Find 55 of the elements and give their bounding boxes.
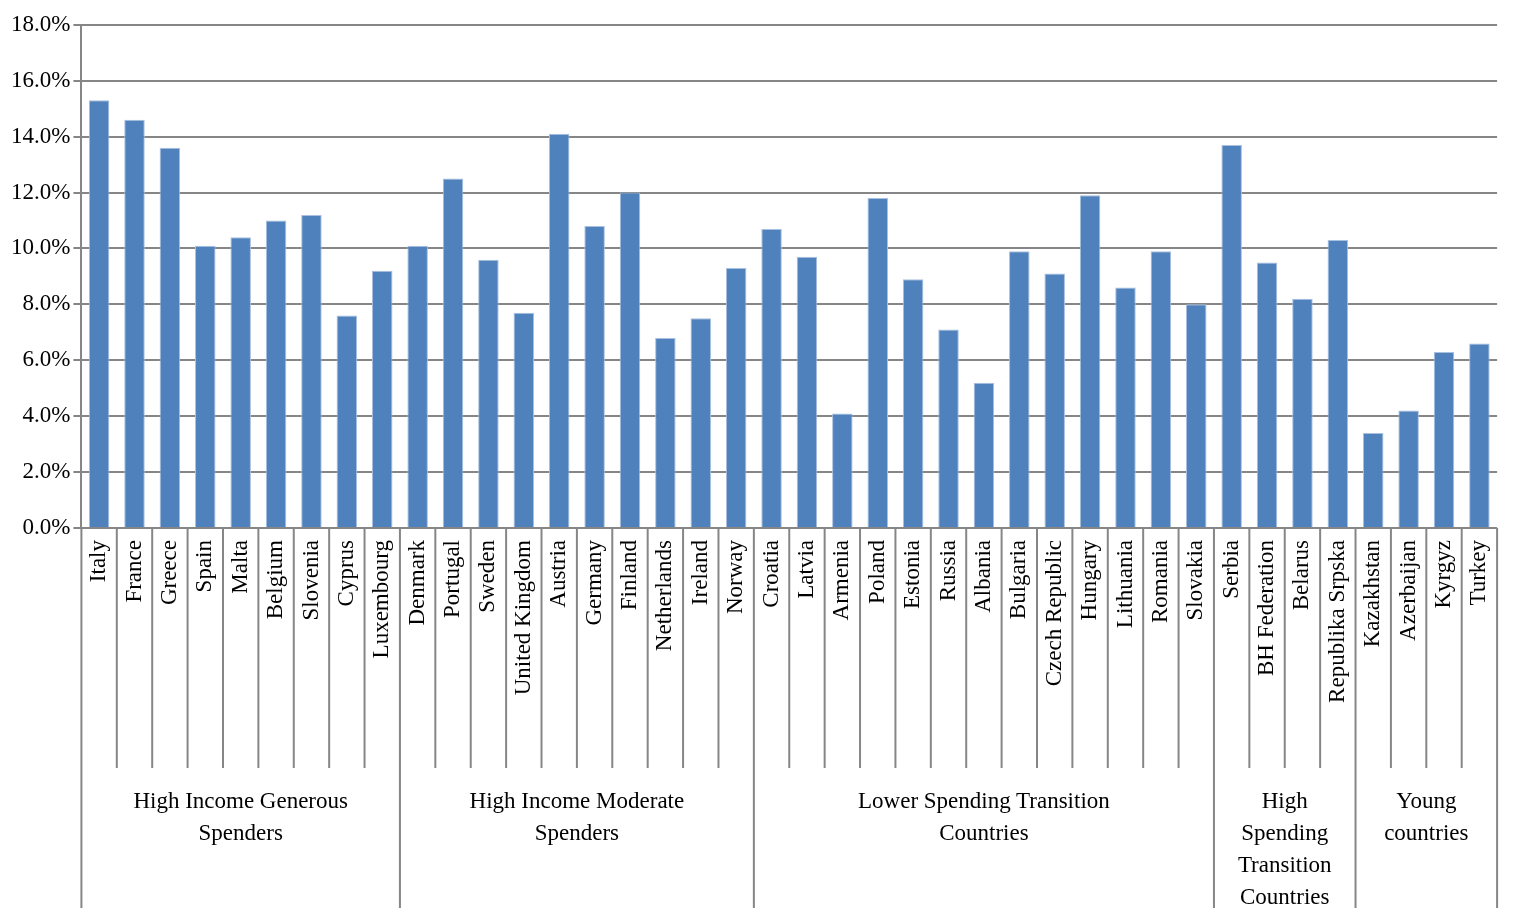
x-tick-label: Czech Republic [1040, 540, 1066, 687]
x-tick-label: Austria [545, 540, 571, 608]
x-tick-label: Belgium [262, 539, 288, 620]
text: Young countries [1384, 787, 1469, 845]
y-tick-label: 12.0% [10, 178, 71, 204]
x-tick-label: Ireland [686, 539, 712, 606]
x-tick-label: Serbia [1217, 540, 1243, 599]
x-tick-label: Slovenia [297, 540, 323, 621]
x-tick-label: Kyrgyz [1430, 540, 1456, 609]
x-tick-label: Croatia [757, 540, 783, 608]
x-tick-label: Belarus [1288, 539, 1314, 611]
x-tick-label: Azerbaijan [1394, 539, 1420, 641]
x-tick-label: Russia [934, 540, 960, 602]
x-tick-label: Norway [722, 539, 748, 615]
x-tick-label: United Kingdom [509, 539, 535, 696]
y-tick-label: 16.0% [10, 66, 71, 92]
x-tick-label: Netherlands [651, 539, 677, 652]
x-tick-label: Sweden [474, 539, 500, 613]
text: High Spending Transition Countries [1237, 787, 1333, 909]
x-tick-label: Kazakhstan [1359, 539, 1385, 648]
text: Lower Spending Transition Countries [858, 787, 1111, 845]
y-tick-label: 0.0% [22, 514, 71, 540]
y-tick-label: 6.0% [22, 346, 71, 372]
x-tick-label: Turkey [1465, 539, 1491, 606]
x-tick-label: Latvia [793, 540, 818, 599]
x-tick-label: Denmark [403, 539, 429, 626]
x-tick-label: Albania [969, 540, 995, 613]
x-tick-label: Hungary [1076, 539, 1102, 621]
x-tick-label: Italy [85, 539, 111, 583]
y-tick-label: 8.0% [22, 290, 71, 316]
y-tick-label: 10.0% [10, 234, 71, 260]
text: High Income Moderate Spenders [469, 787, 685, 845]
x-tick-label: Republika Srpska [1323, 540, 1349, 703]
x-tick-label: Finland [616, 539, 642, 611]
x-tick-label: Romania [1146, 540, 1172, 624]
x-tick-label: Greece [155, 540, 181, 606]
x-tick-label: Cyprus [332, 539, 358, 607]
x-tick-label: Luxembourg [368, 539, 394, 659]
x-tick-label: Malta [226, 540, 252, 594]
x-tick-label: BH Federation [1253, 539, 1279, 677]
x-tick-label: Portugal [439, 540, 465, 618]
x-tick-label: Poland [863, 539, 889, 604]
x-tick-label: Bulgaria [1005, 540, 1031, 620]
x-tick-label: Estonia [899, 540, 925, 609]
y-tick-label: 4.0% [22, 402, 71, 428]
x-tick-label: France [120, 540, 146, 603]
y-tick-label: 14.0% [10, 122, 71, 148]
text: High Income Generous Spenders [133, 787, 349, 845]
x-tick-label: Lithuania [1111, 540, 1137, 629]
x-tick-label: Spain [191, 539, 217, 593]
x-tick-label: Germany [580, 539, 606, 626]
x-tick-label: Slovakia [1182, 540, 1208, 621]
x-tick-label: Armenia [828, 540, 854, 621]
y-tick-label: 2.0% [22, 458, 71, 484]
y-tick-label: 18.0% [10, 10, 71, 36]
